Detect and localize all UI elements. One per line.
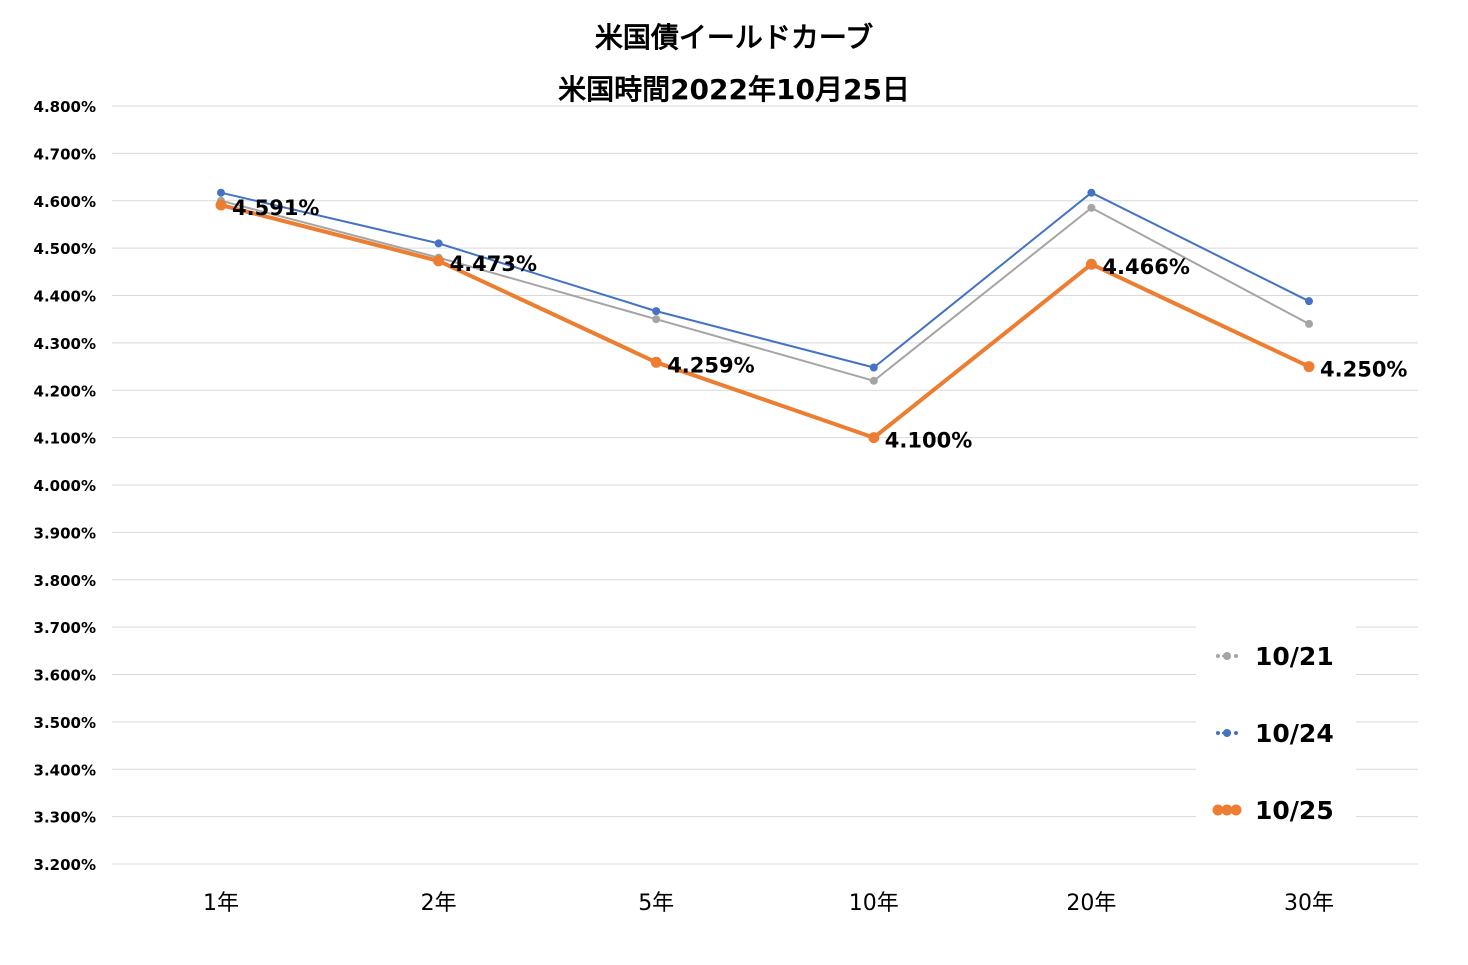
- data-point: [434, 239, 443, 248]
- legend-label: 10/21: [1255, 642, 1334, 671]
- x-axis-ticks: 1年 2年 5年 10年 20年 30年: [203, 891, 1334, 916]
- x-tick-label: 10年: [849, 891, 899, 916]
- series-line: [220, 191, 1310, 369]
- y-tick-label: 3.500%: [34, 714, 96, 732]
- y-tick-label: 3.700%: [34, 619, 96, 637]
- data-point: [1305, 297, 1313, 306]
- legend-label: 10/25: [1255, 796, 1334, 825]
- y-tick-label: 3.200%: [34, 856, 96, 874]
- legend-swatch-marker: [1216, 731, 1220, 735]
- x-tick-label: 30年: [1284, 891, 1334, 916]
- legend-swatch-marker: [1216, 654, 1220, 658]
- series-line: [220, 203, 1310, 440]
- series-lines: [215, 188, 1315, 444]
- legend-swatch-marker: [1230, 804, 1242, 816]
- legend-swatch-marker: [1223, 729, 1231, 737]
- x-tick-label: 2年: [421, 891, 457, 916]
- y-tick-label: 3.900%: [34, 524, 96, 542]
- data-point: [650, 356, 662, 368]
- data-point: [652, 315, 661, 324]
- x-tick-label: 20年: [1066, 891, 1116, 916]
- legend-swatch-marker: [1234, 731, 1238, 735]
- data-point: [217, 188, 225, 197]
- data-point: [1085, 258, 1097, 270]
- legend-label: 10/24: [1255, 719, 1334, 748]
- data-point: [215, 199, 227, 211]
- data-point: [1087, 203, 1096, 212]
- chart-subtitle: 米国時間2022年10月25日: [558, 73, 910, 106]
- data-point: [869, 363, 878, 372]
- series-line: [220, 199, 1310, 382]
- data-point: [652, 307, 661, 316]
- y-tick-label: 3.800%: [34, 572, 96, 590]
- data-label: 4.250%: [1320, 358, 1407, 382]
- legend: 10/21 10/24 10/25: [1196, 620, 1356, 838]
- data-point: [1087, 188, 1096, 197]
- legend-swatch-marker: [1223, 652, 1231, 660]
- y-tick-label: 4.300%: [34, 335, 96, 353]
- data-labels: 4.591% 4.473% 4.259% 4.100% 4.466% 4.250%: [232, 196, 1407, 453]
- y-tick-label: 3.400%: [34, 761, 96, 779]
- data-point: [869, 376, 878, 385]
- data-label: 4.466%: [1102, 255, 1189, 279]
- y-tick-label: 3.600%: [34, 667, 96, 685]
- y-tick-label: 4.400%: [34, 288, 96, 306]
- y-tick-label: 4.000%: [34, 477, 96, 495]
- x-tick-label: 5年: [638, 891, 674, 916]
- y-tick-label: 4.200%: [34, 382, 96, 400]
- gridlines: [112, 105, 1418, 865]
- data-label: 4.591%: [232, 196, 319, 220]
- data-point: [1305, 319, 1313, 328]
- data-label: 4.100%: [885, 429, 972, 453]
- legend-swatch-marker: [1221, 804, 1233, 816]
- y-tick-label: 3.300%: [34, 809, 96, 827]
- chart-title: 米国債イールドカーブ: [594, 21, 874, 54]
- data-point: [1303, 361, 1315, 373]
- x-tick-label: 1年: [203, 891, 239, 916]
- y-tick-label: 4.100%: [34, 430, 96, 448]
- y-tick-label: 4.700%: [34, 145, 96, 163]
- legend-swatch-marker: [1234, 654, 1238, 658]
- data-label: 4.473%: [450, 252, 537, 276]
- data-point: [433, 255, 445, 267]
- data-point: [868, 432, 880, 444]
- y-axis-ticks: 3.200% 3.300% 3.400% 3.500% 3.600% 3.700% 3.80…: [34, 98, 96, 874]
- data-label: 4.259%: [667, 353, 754, 377]
- y-tick-label: 4.800%: [34, 98, 96, 116]
- y-tick-label: 4.600%: [34, 193, 96, 211]
- y-tick-label: 4.500%: [34, 240, 96, 258]
- legend-swatch-marker: [1212, 804, 1224, 816]
